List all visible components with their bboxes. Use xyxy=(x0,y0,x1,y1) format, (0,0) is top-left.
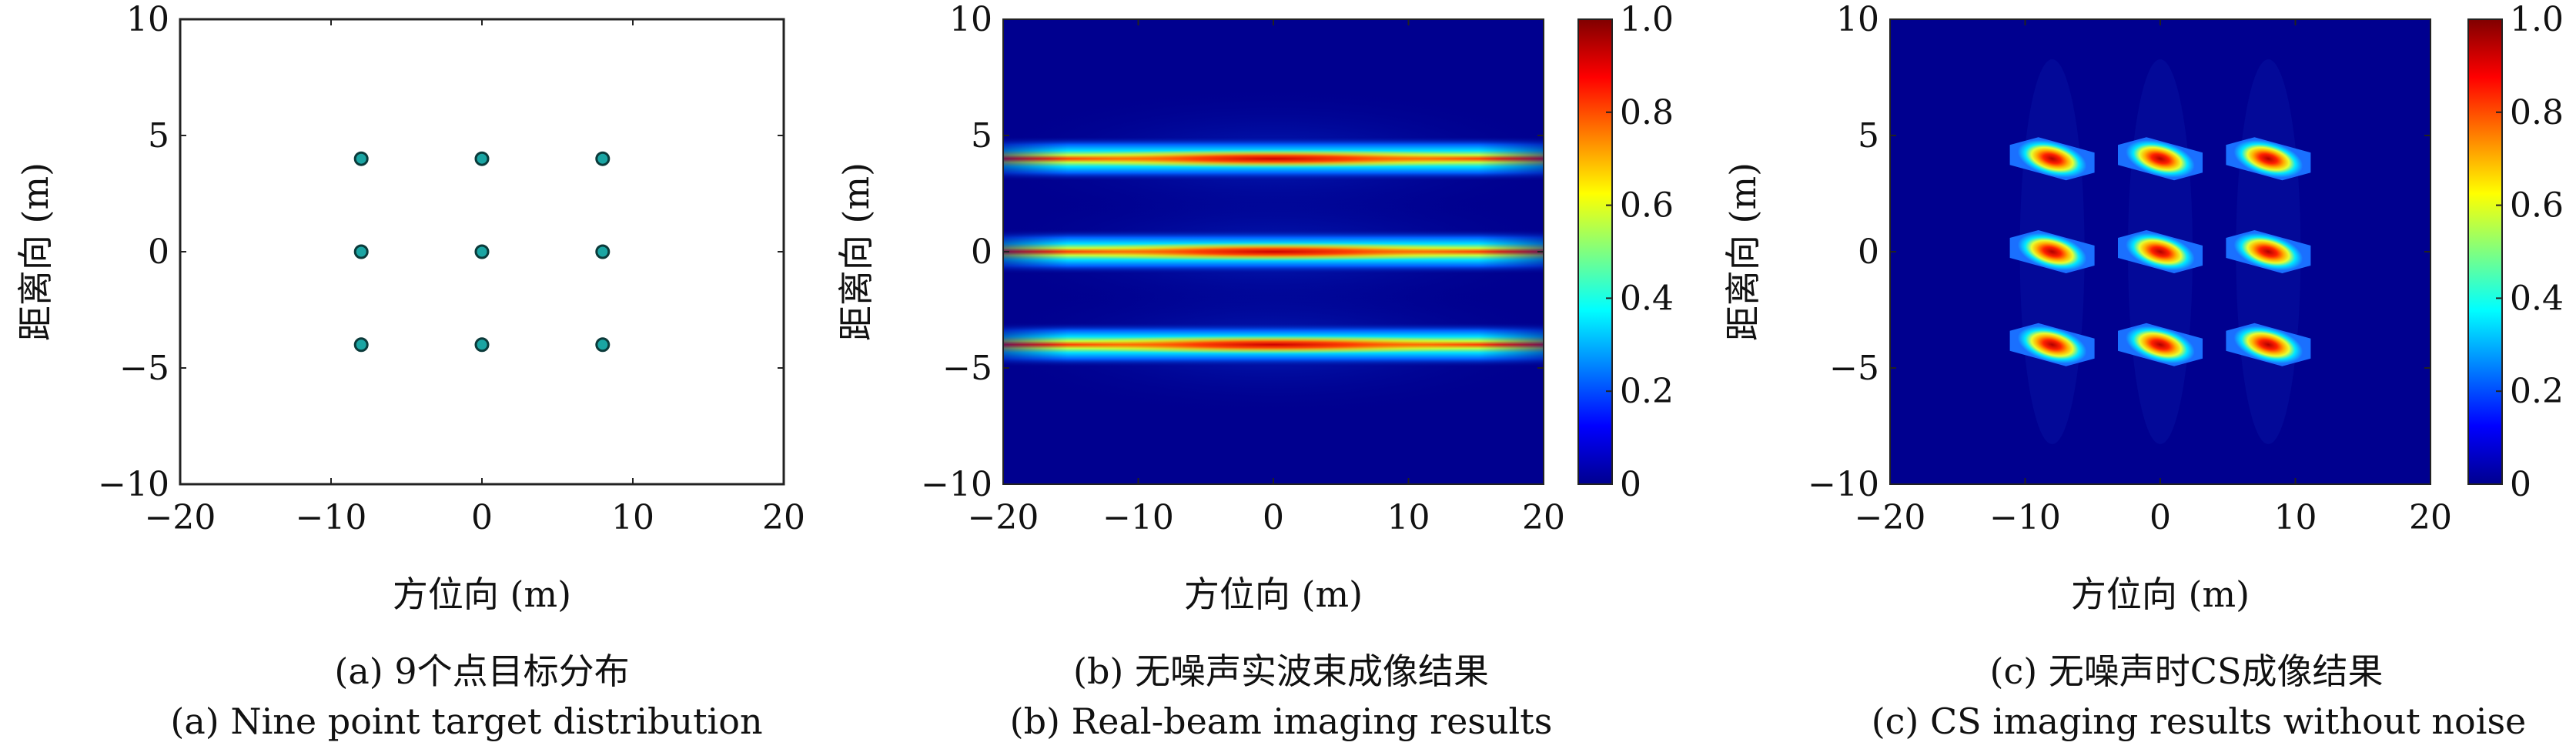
heatmap-spots-c xyxy=(2009,59,2311,444)
imaging-spot xyxy=(2017,232,2087,271)
imaging-spot xyxy=(2233,139,2303,178)
x-tick-label: −20 xyxy=(1855,498,1926,537)
target-point xyxy=(353,244,369,259)
colorbar-b xyxy=(1577,18,1613,485)
target-point xyxy=(595,337,611,353)
imaging-spot xyxy=(2233,326,2303,364)
y-tick-label: 0 xyxy=(148,232,169,272)
y-tick-label: −5 xyxy=(1829,349,1879,388)
imaging-spot xyxy=(2017,326,2087,364)
band-edge-fade xyxy=(1003,229,1544,274)
y-axis-label-a: 距离向 (m) xyxy=(15,162,56,341)
caption-en-c: (c) CS imaging results without noise xyxy=(1872,701,2527,742)
colorbar-tick-label: 1.0 xyxy=(1620,0,1674,39)
y-tick-label: −10 xyxy=(921,465,992,504)
colorbar-c xyxy=(2467,18,2503,485)
heatmap-bands-b xyxy=(1003,85,1544,418)
band-edge-fade xyxy=(1003,322,1544,367)
y-tick-label: 5 xyxy=(148,116,169,155)
x-tick-label: 10 xyxy=(611,498,654,537)
colorbar-tick-label: 0.4 xyxy=(1620,279,1674,318)
y-tick-label: 10 xyxy=(126,0,169,39)
y-tick-label: 5 xyxy=(1858,116,1879,155)
x-tick-label: 20 xyxy=(2409,498,2452,537)
band-edge-fade xyxy=(1003,136,1544,182)
x-tick-label: 0 xyxy=(1263,498,1284,537)
colorbar-tick-label: 0.6 xyxy=(2510,186,2564,226)
x-tick-label: 0 xyxy=(471,498,493,537)
x-axis-label-c: 方位向 (m) xyxy=(2071,573,2250,615)
colorbar-tick-label: 0 xyxy=(2510,465,2531,504)
colorbar-tick-label: 1.0 xyxy=(2510,0,2564,39)
colorbar-tick-label: 0.6 xyxy=(1620,186,1674,226)
x-tick-label: 10 xyxy=(1387,498,1430,537)
target-point xyxy=(474,244,490,259)
colorbar-tick-label: 0.4 xyxy=(2510,279,2564,318)
y-tick-label: −10 xyxy=(98,465,169,504)
y-tick-label: 5 xyxy=(971,116,992,155)
imaging-spot xyxy=(2126,232,2195,271)
imaging-spot xyxy=(2017,139,2087,178)
imaging-spot xyxy=(2233,232,2303,271)
x-axis-label-b: 方位向 (m) xyxy=(1184,573,1363,615)
colorbar-ticks-c: 1.0 0.8 0.6 0.4 0.2 0 xyxy=(2496,0,2564,504)
points-a xyxy=(353,151,611,353)
target-point xyxy=(353,151,369,166)
caption-cn-c: (c) 无噪声时CS成像结果 xyxy=(1990,650,2384,692)
caption-en-b: (b) Real-beam imaging results xyxy=(1010,701,1553,742)
x-tick-label: −10 xyxy=(296,498,367,537)
y-tick-label: −5 xyxy=(942,349,992,388)
y-tick-label: 0 xyxy=(1858,232,1879,272)
colorbar-tick-label: 0.2 xyxy=(1620,372,1674,411)
y-axis-label-b: 距离向 (m) xyxy=(835,162,877,341)
target-point xyxy=(474,151,490,166)
x-tick-label: 20 xyxy=(1522,498,1565,537)
x-tick-label: −20 xyxy=(145,498,216,537)
caption-en-a: (a) Nine point target distribution xyxy=(170,701,762,742)
imaging-spot xyxy=(2126,139,2195,178)
y-tick-label: −5 xyxy=(119,349,169,388)
x-tick-label: 0 xyxy=(2149,498,2171,537)
x-tick-label: 20 xyxy=(762,498,805,537)
y-axis-label-c: 距离向 (m) xyxy=(1722,162,1764,341)
x-tick-label: 10 xyxy=(2274,498,2317,537)
target-point xyxy=(353,337,369,353)
y-tick-label: −10 xyxy=(1808,465,1879,504)
caption-cn-b: (b) 无噪声实波束成像结果 xyxy=(1073,650,1489,692)
target-point xyxy=(595,244,611,259)
colorbar-tick-label: 0.2 xyxy=(2510,372,2564,411)
colorbar-tick-label: 0 xyxy=(1620,465,1641,504)
x-tick-label: −10 xyxy=(1989,498,2061,537)
x-tick-label: −20 xyxy=(968,498,1039,537)
colorbar-tick-label: 0.8 xyxy=(1620,93,1674,132)
y-tick-label: 10 xyxy=(1836,0,1879,39)
target-point xyxy=(474,337,490,353)
caption-cn-a: (a) 9个点目标分布 xyxy=(334,650,629,692)
colorbar-tick-label: 0.8 xyxy=(2510,93,2564,132)
colorbar-ticks-b: 1.0 0.8 0.6 0.4 0.2 0 xyxy=(1606,0,1674,504)
target-point xyxy=(595,151,611,166)
x-tick-label: −10 xyxy=(1102,498,1174,537)
x-axis-label-a: 方位向 (m) xyxy=(393,573,571,615)
imaging-spot xyxy=(2126,326,2195,364)
y-tick-label: 0 xyxy=(971,232,992,272)
y-tick-label: 10 xyxy=(949,0,992,39)
